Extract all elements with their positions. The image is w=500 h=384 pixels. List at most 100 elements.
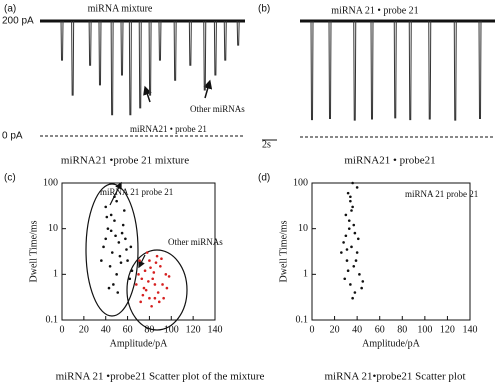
- scatter-point: [351, 205, 354, 209]
- x-tick-label: 80: [397, 324, 407, 335]
- x-tick-label: 80: [144, 324, 154, 335]
- scatter-point: [142, 286, 146, 290]
- event-spike: [60, 20, 64, 61]
- plot-frame: [311, 182, 471, 321]
- scatter-point: [159, 264, 162, 268]
- scatter-point: [126, 259, 129, 262]
- scatter-point: [354, 259, 358, 262]
- scatter-point: [145, 251, 149, 254]
- scatter-point: [112, 283, 115, 286]
- scatter-point: [347, 227, 351, 230]
- event-spike: [138, 20, 142, 109]
- event-spike: [188, 20, 192, 66]
- scatter-point: [148, 296, 151, 300]
- scatter-point: [346, 269, 350, 273]
- scatter-point: [349, 195, 352, 199]
- event-spike: [110, 20, 114, 116]
- scatter-point: [121, 223, 125, 227]
- x-tick-label: 100: [417, 324, 432, 335]
- scatter-point: [140, 277, 144, 281]
- x-tick-label: 120: [440, 324, 455, 335]
- x-tick-label: 20: [79, 324, 89, 335]
- event-spike: [148, 20, 152, 96]
- y-tick-label: 1: [303, 269, 308, 280]
- y-tick-label: 1: [53, 269, 58, 280]
- event-spike: [128, 20, 132, 116]
- plot-frame: [61, 182, 216, 321]
- scatter-point: [153, 283, 157, 286]
- arrow: [203, 79, 213, 99]
- arrow: [109, 181, 122, 206]
- scatter-point: [151, 277, 155, 281]
- panel-label: (d): [258, 173, 270, 184]
- event-spike: [353, 20, 357, 121]
- x-axis-label: Amplitude/pA: [110, 338, 169, 349]
- scatter-point: [100, 259, 103, 262]
- scatter-point: [165, 286, 169, 290]
- caption: miRNA 21 •probe21 Scatter plot of the mi…: [56, 371, 265, 383]
- scatter-point: [157, 300, 161, 304]
- caption: miRNA21 •probe 21 mixture: [61, 155, 189, 167]
- scatter-point: [342, 241, 345, 244]
- x-tick-label: 60: [375, 324, 385, 335]
- scatter-point: [156, 291, 160, 294]
- scatter-point: [109, 229, 113, 233]
- scatter-point: [102, 245, 105, 249]
- scatter-point: [167, 275, 171, 278]
- scatter-point: [124, 237, 127, 241]
- x-tick-label: 120: [186, 324, 201, 335]
- event-spike: [213, 20, 217, 76]
- scatter-point: [149, 266, 152, 269]
- scatter-point: [346, 191, 350, 195]
- scatter-point: [350, 245, 353, 249]
- event-spike: [223, 20, 227, 61]
- scatter-point: [128, 277, 132, 281]
- scatter-point: [353, 231, 357, 235]
- event-spike: [173, 20, 177, 81]
- event-spike: [88, 20, 92, 66]
- scatter-point: [349, 199, 352, 203]
- y-axis-label: Dwell Time/ms: [278, 220, 289, 282]
- x-axis-label: Amplitude/pA: [362, 338, 421, 349]
- annotation: miRNA 21 probe 21: [405, 189, 478, 199]
- scatter-point: [125, 248, 128, 251]
- scatter-point: [345, 248, 349, 251]
- cluster-ellipse: [126, 249, 188, 331]
- annotation: Other miRNAs: [168, 237, 223, 247]
- scatter-point: [356, 237, 360, 241]
- y-tick-label: 0.1: [296, 314, 309, 325]
- panel-label: (b): [258, 4, 270, 15]
- scatter-point: [147, 280, 150, 283]
- y-tick-label: 100: [293, 177, 308, 188]
- scatter-point: [110, 251, 114, 254]
- panel-label: (c): [4, 173, 16, 184]
- scatter-point: [104, 237, 108, 241]
- event-spike: [328, 20, 332, 119]
- y-tick-label: 10: [48, 223, 58, 234]
- scatter-point: [340, 251, 343, 254]
- event-spike: [98, 20, 102, 86]
- panel-title: miRNA 21 • probe 21: [331, 5, 418, 16]
- scatter-point: [153, 296, 157, 300]
- scatter-point: [138, 259, 141, 262]
- scatter-point: [119, 261, 123, 264]
- scatter-point: [349, 283, 352, 286]
- scatter-point: [355, 251, 359, 254]
- event-spike: [428, 20, 432, 120]
- scatter-point: [361, 280, 365, 283]
- y-tick-label: 10: [298, 223, 308, 234]
- caption: miRNA21 • probe21: [344, 155, 435, 167]
- x-tick-label: 0: [60, 324, 65, 335]
- scatter-point: [161, 283, 164, 286]
- event-spike: [236, 20, 240, 46]
- cluster-ellipse: [85, 183, 139, 317]
- scatter-point: [343, 277, 347, 281]
- scatter-point: [350, 209, 353, 212]
- scatter-point: [152, 271, 156, 274]
- scatter-point: [360, 286, 363, 290]
- y-axis-label: Dwell Time/ms: [28, 220, 39, 282]
- scatter-point: [113, 219, 116, 222]
- scatter-point: [105, 215, 109, 219]
- event-spike: [453, 20, 457, 121]
